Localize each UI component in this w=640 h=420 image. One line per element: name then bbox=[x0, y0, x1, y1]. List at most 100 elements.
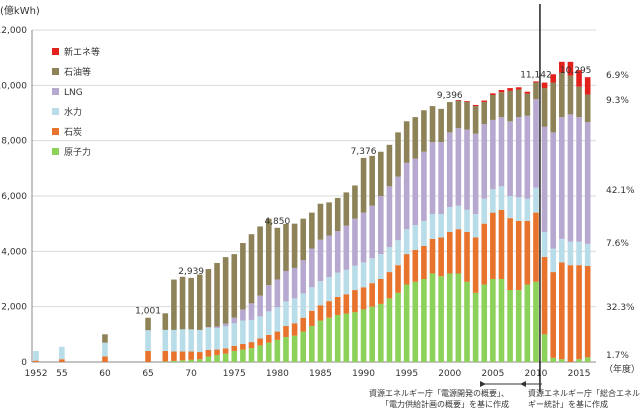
bar-segment bbox=[283, 270, 289, 302]
bar-segment bbox=[559, 61, 565, 73]
bar-segment bbox=[524, 284, 531, 362]
bar-segment bbox=[369, 205, 375, 259]
bar-segment bbox=[162, 361, 169, 362]
bar-segment bbox=[455, 100, 462, 129]
bar-segment bbox=[446, 273, 453, 362]
bar-segment bbox=[412, 117, 419, 159]
bar-segment bbox=[231, 345, 238, 351]
source-note: 「電力供給計画の概要」を基に作成 bbox=[381, 399, 509, 409]
bar-segment bbox=[326, 301, 332, 318]
bar-segment bbox=[584, 77, 591, 95]
bar-segment bbox=[559, 262, 565, 360]
total-label: 4,850 bbox=[264, 217, 290, 227]
bar-segment bbox=[490, 189, 496, 213]
bar-segment bbox=[274, 307, 281, 332]
bar-segment bbox=[102, 356, 108, 362]
legend-swatch bbox=[52, 88, 59, 95]
bar-segment bbox=[283, 301, 289, 327]
bar-segment bbox=[576, 265, 582, 360]
y-tick-label: 4,000 bbox=[1, 247, 27, 257]
bar-segment bbox=[490, 93, 496, 96]
bar-segment bbox=[412, 281, 419, 362]
bar-segment bbox=[291, 267, 298, 299]
bar-segment bbox=[455, 205, 462, 230]
bar-segment bbox=[472, 104, 479, 107]
bar-segment bbox=[533, 82, 539, 100]
bar-segment bbox=[171, 360, 177, 362]
bar-segment bbox=[326, 202, 332, 236]
bar-segment bbox=[498, 209, 505, 279]
bar-segment bbox=[205, 356, 212, 362]
bar-segment bbox=[421, 220, 427, 246]
bar-segment bbox=[300, 331, 307, 362]
bar-segment bbox=[576, 86, 582, 118]
bar-segment bbox=[326, 235, 332, 278]
source-arrowhead-left bbox=[480, 381, 486, 387]
bar-segment bbox=[507, 196, 513, 219]
bar-segment bbox=[352, 218, 358, 266]
y-tick-label: 2,000 bbox=[1, 303, 27, 313]
bar-segment bbox=[222, 348, 229, 354]
bar-segment bbox=[274, 279, 281, 308]
bar-segment bbox=[326, 317, 332, 362]
bar-segment bbox=[472, 213, 479, 238]
legend-label: 石油等 bbox=[64, 66, 91, 78]
bar-segment bbox=[524, 93, 531, 116]
bar-segment bbox=[550, 357, 556, 362]
x-tick-label: 1980 bbox=[266, 369, 289, 379]
bar-segment bbox=[33, 360, 39, 362]
bar-segment bbox=[550, 74, 556, 83]
bar-segment bbox=[524, 220, 531, 285]
bar-segment bbox=[343, 269, 350, 295]
legend-swatch bbox=[52, 108, 59, 115]
bar-segment bbox=[567, 61, 574, 76]
bar-segment bbox=[567, 265, 574, 362]
bar-segment bbox=[498, 92, 505, 118]
bar-segment bbox=[515, 117, 522, 198]
bar-segment bbox=[248, 342, 255, 349]
x-tick-label: 2005 bbox=[481, 369, 504, 379]
bar-segment bbox=[334, 272, 341, 297]
bar-segment bbox=[352, 312, 358, 362]
bar-segment bbox=[309, 310, 315, 327]
bar-segment bbox=[222, 323, 229, 327]
bar-segment bbox=[291, 298, 298, 324]
x-tick-label: 1995 bbox=[395, 369, 418, 379]
bar-segment bbox=[533, 212, 539, 282]
bar-segment bbox=[446, 231, 453, 274]
bar-segment bbox=[145, 330, 151, 351]
bar-segment bbox=[584, 122, 591, 244]
x-tick-label: 55 bbox=[56, 369, 67, 379]
bar-segment bbox=[541, 334, 548, 362]
bar-segment bbox=[395, 240, 401, 266]
y-tick-label: 0 bbox=[21, 358, 27, 368]
bar-segment bbox=[145, 350, 151, 362]
bar-segment bbox=[455, 128, 462, 206]
bar-segment bbox=[584, 357, 591, 362]
bar-segment bbox=[576, 70, 582, 87]
bar-segment bbox=[300, 293, 307, 318]
bar-segment bbox=[429, 238, 436, 274]
total-label: 10,295 bbox=[560, 66, 592, 76]
legend-swatch bbox=[52, 128, 59, 135]
bar-segment bbox=[317, 320, 324, 362]
bar-segment bbox=[196, 329, 203, 353]
bar-segment bbox=[429, 106, 436, 143]
bar-segment bbox=[205, 327, 212, 328]
bar-segment bbox=[360, 309, 367, 362]
bar-segment bbox=[240, 309, 246, 321]
bar-segment bbox=[446, 102, 453, 133]
bar-segment bbox=[248, 303, 255, 320]
bar-segment bbox=[188, 329, 194, 352]
bar-segment bbox=[274, 339, 281, 362]
axes: (億kWh) （年度） bbox=[0, 4, 640, 375]
bar-segment bbox=[360, 262, 367, 288]
bar-segment bbox=[421, 279, 427, 362]
legend-label: LNG bbox=[64, 88, 83, 98]
bar-segment bbox=[179, 360, 186, 362]
bar-segment bbox=[196, 352, 203, 360]
bar-segment bbox=[559, 117, 565, 239]
bar-segment bbox=[171, 279, 177, 330]
bar-segment bbox=[171, 351, 177, 361]
bar-segment bbox=[412, 249, 419, 282]
